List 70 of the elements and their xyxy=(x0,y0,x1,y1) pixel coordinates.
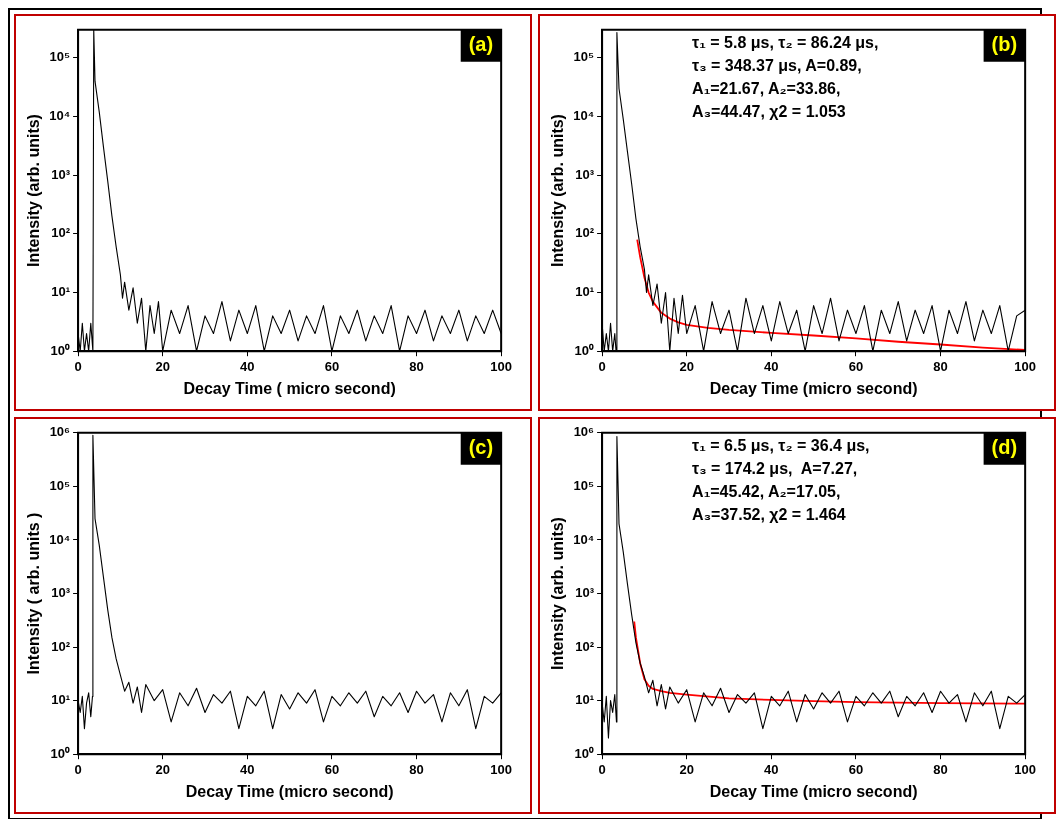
x-tick-label: 60 xyxy=(848,358,864,374)
y-tick-label: 10³ xyxy=(575,166,595,182)
y-tick-label: 10⁰ xyxy=(50,745,71,761)
y-tick-label: 10⁶ xyxy=(49,424,71,440)
y-tick-label: 10⁰ xyxy=(574,745,595,761)
x-tick-label: 100 xyxy=(490,358,513,374)
y-tick-label: 10¹ xyxy=(51,692,71,708)
x-tick-label: 100 xyxy=(1014,761,1037,777)
y-tick-label: 10⁰ xyxy=(574,342,595,358)
annotation: A₁=45.42, A₂=17.05, xyxy=(692,483,841,501)
y-tick-label: 10⁰ xyxy=(50,342,71,358)
x-tick-label: 80 xyxy=(933,761,948,777)
y-tick-label: 10¹ xyxy=(575,284,595,300)
y-axis-title: Intensity (arb. units) xyxy=(549,517,567,670)
y-tick-label: 10² xyxy=(51,638,71,654)
y-tick-label: 10⁵ xyxy=(49,477,71,493)
x-tick-label: 80 xyxy=(409,358,424,374)
x-tick-label: 20 xyxy=(155,358,170,374)
x-axis-title: Decay Time (micro second) xyxy=(709,782,918,800)
y-axis-title: Intensity (arb. units) xyxy=(25,114,43,267)
x-tick-label: 40 xyxy=(764,761,779,777)
chart-title: (c) xyxy=(468,436,494,459)
x-tick-label: 0 xyxy=(74,761,82,777)
x-tick-label: 40 xyxy=(764,358,779,374)
y-tick-label: 10¹ xyxy=(575,692,595,708)
y-tick-label: 10⁵ xyxy=(49,49,71,65)
x-tick-label: 20 xyxy=(679,761,694,777)
y-tick-label: 10² xyxy=(575,638,595,654)
annotation: τ₃ = 174.2 μs, A=7.27, xyxy=(692,460,858,478)
x-tick-label: 20 xyxy=(155,761,170,777)
y-tick-label: 10² xyxy=(51,225,71,241)
x-tick-label: 80 xyxy=(933,358,948,374)
x-tick-label: 100 xyxy=(1014,358,1037,374)
y-tick-label: 10⁵ xyxy=(573,49,595,65)
annotation: A₁=21.67, A₂=33.86, xyxy=(692,80,841,98)
x-axis-title: Decay Time (micro second) xyxy=(709,379,918,397)
annotation: A₃=44.47, χ2 = 1.053 xyxy=(692,103,846,121)
x-tick-label: 60 xyxy=(324,761,340,777)
y-tick-label: 10⁴ xyxy=(49,531,71,547)
y-tick-label: 10¹ xyxy=(51,284,71,300)
y-tick-label: 10³ xyxy=(51,166,71,182)
y-axis-title: Intensity (arb. units) xyxy=(549,114,567,267)
y-tick-label: 10⁴ xyxy=(573,531,595,547)
annotation: τ₃ = 348.37 μs, A=0.89, xyxy=(692,57,862,75)
x-tick-label: 60 xyxy=(848,761,864,777)
chart-title: (b) xyxy=(991,33,1018,56)
x-axis-title: Decay Time ( micro second) xyxy=(183,379,396,397)
annotation: τ₁ = 5.8 μs, τ₂ = 86.24 μs, xyxy=(692,34,879,52)
x-tick-label: 60 xyxy=(324,358,340,374)
x-tick-label: 0 xyxy=(598,761,606,777)
chart-title: (a) xyxy=(468,33,494,56)
y-tick-label: 10⁴ xyxy=(573,108,595,124)
x-tick-label: 40 xyxy=(240,761,255,777)
x-tick-label: 40 xyxy=(240,358,255,374)
x-tick-label: 0 xyxy=(74,358,82,374)
annotation: A₃=37.52, χ2 = 1.464 xyxy=(692,506,846,524)
x-axis-title: Decay Time (micro second) xyxy=(185,782,394,800)
x-tick-label: 20 xyxy=(679,358,694,374)
x-tick-label: 80 xyxy=(409,761,424,777)
annotation: τ₁ = 6.5 μs, τ₂ = 36.4 μs, xyxy=(692,437,870,455)
y-tick-label: 10³ xyxy=(51,585,71,601)
chart-title: (d) xyxy=(991,436,1018,459)
y-tick-label: 10³ xyxy=(575,585,595,601)
y-tick-label: 10⁶ xyxy=(573,424,595,440)
y-tick-label: 10⁴ xyxy=(49,108,71,124)
x-tick-label: 0 xyxy=(598,358,606,374)
x-tick-label: 100 xyxy=(490,761,513,777)
y-axis-title: Intensity ( arb. units ) xyxy=(25,512,43,675)
y-tick-label: 10² xyxy=(575,225,595,241)
y-tick-label: 10⁵ xyxy=(573,477,595,493)
